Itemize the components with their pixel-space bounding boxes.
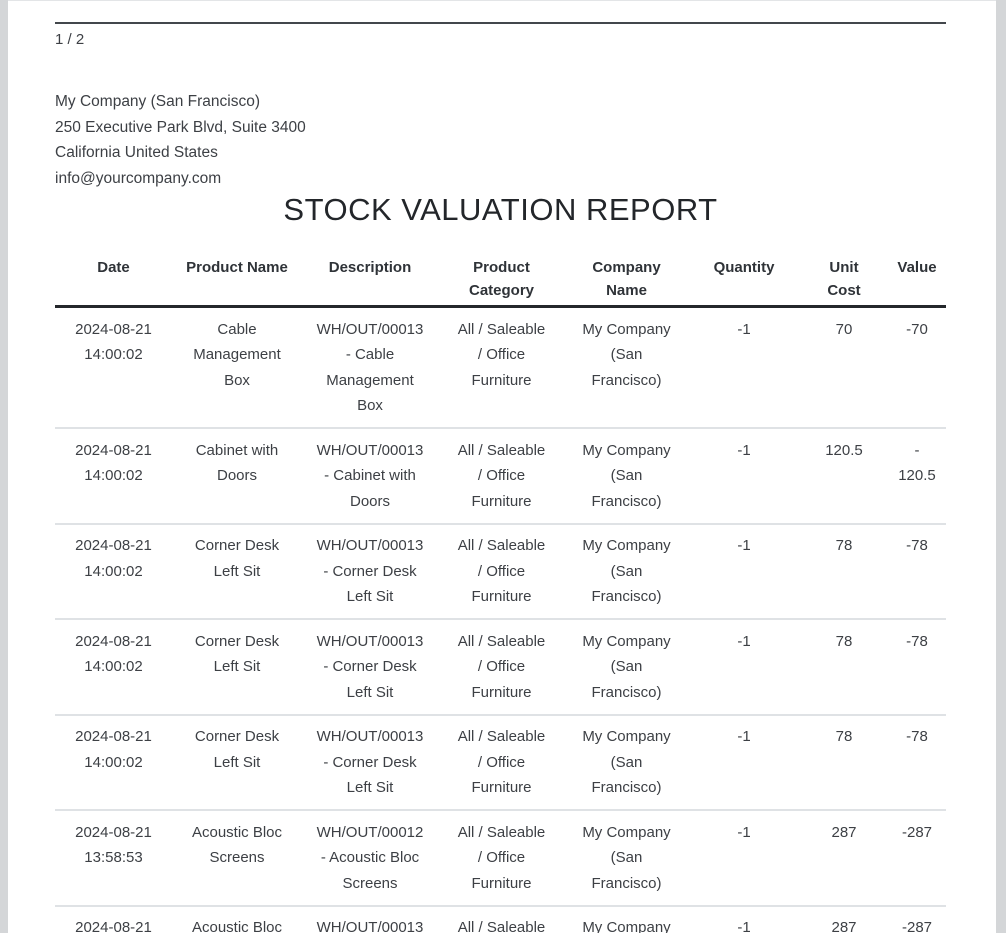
cell-date: 2024-08-21 14:00:02 bbox=[55, 714, 172, 811]
company-name: My Company (San Francisco) bbox=[55, 93, 261, 110]
table-row: 2024-08-21 14:00:02 Corner Desk Left Sit W… bbox=[55, 523, 946, 620]
cell-quantity: -1 bbox=[688, 428, 800, 525]
column-header-company-name: Company Name bbox=[565, 254, 688, 308]
cell-quantity: -1 bbox=[688, 905, 800, 933]
cell-product-category: All / Saleable / Office Furniture bbox=[438, 428, 565, 525]
cell-product-name: Cable Management Box bbox=[172, 306, 302, 429]
cell-description: WH/OUT/00013 - Corner Desk Left Sit bbox=[302, 714, 438, 811]
cell-unit-cost: 78 bbox=[800, 523, 888, 620]
cell-product-name: Corner Desk Left Sit bbox=[172, 523, 302, 620]
column-header-description: Description bbox=[302, 254, 438, 308]
company-email: info@yourcompany.com bbox=[55, 169, 222, 187]
cell-unit-cost: 287 bbox=[800, 810, 888, 907]
cell-company-name: My Company (San Francisco) bbox=[565, 428, 688, 525]
cell-date: 2024-08-21 14:00:02 bbox=[55, 428, 172, 525]
report-content: 1 / 2 My Company (San Francisco) 250 Exe… bbox=[55, 1, 946, 933]
table-body: 2024-08-21 14:00:02 Cable Management Box W… bbox=[55, 306, 946, 933]
stock-valuation-table: Date Product Name Description Product Ca… bbox=[55, 254, 946, 933]
cell-unit-cost: 78 bbox=[800, 714, 888, 811]
cell-product-name: Corner Desk Left Sit bbox=[172, 619, 302, 716]
cell-product-category: All / Saleable / Office Furniture bbox=[438, 619, 565, 716]
cell-unit-cost: 70 bbox=[800, 306, 888, 429]
cell-description: WH/OUT/00013 - Cabinet with Doors bbox=[302, 428, 438, 525]
cell-unit-cost: 78 bbox=[800, 619, 888, 716]
cell-value: -78 bbox=[888, 619, 946, 716]
cell-description: WH/OUT/00012 - Acoustic Bloc Screens bbox=[302, 810, 438, 907]
cell-description: WH/OUT/00013 bbox=[302, 905, 438, 933]
cell-unit-cost: 120.5 bbox=[800, 428, 888, 525]
cell-product-category: All / Saleable bbox=[438, 905, 565, 933]
cell-description: WH/OUT/00013 - Corner Desk Left Sit bbox=[302, 523, 438, 620]
cell-quantity: -1 bbox=[688, 810, 800, 907]
cell-value: -78 bbox=[888, 714, 946, 811]
column-header-date: Date bbox=[55, 254, 172, 308]
report-title: STOCK VALUATION REPORT bbox=[283, 192, 718, 227]
cell-date: 2024-08-21 14:00:02 bbox=[55, 619, 172, 716]
column-header-quantity: Quantity bbox=[688, 254, 800, 308]
column-header-product-category: Product Category bbox=[438, 254, 565, 308]
cell-product-name: Cabinet with Doors bbox=[172, 428, 302, 525]
page-number-indicator: 1 / 2 bbox=[55, 31, 85, 48]
cell-company-name: My Company (San Francisco) bbox=[565, 306, 688, 429]
cell-quantity: -1 bbox=[688, 523, 800, 620]
cell-value: - 120.5 bbox=[888, 428, 946, 525]
cell-description: WH/OUT/00013 - Cable Management Box bbox=[302, 306, 438, 429]
column-header-product-name: Product Name bbox=[172, 254, 302, 308]
column-header-unit-cost: Unit Cost bbox=[800, 254, 888, 308]
cell-value: -70 bbox=[888, 306, 946, 429]
table-row: 2024-08-21 13:58:53 Acoustic Bloc Screens… bbox=[55, 810, 946, 907]
table-row: 2024-08-21 Acoustic Bloc WH/OUT/00013 All /… bbox=[55, 905, 946, 933]
header-divider-line bbox=[55, 22, 946, 24]
cell-date: 2024-08-21 13:58:53 bbox=[55, 810, 172, 907]
cell-date: 2024-08-21 bbox=[55, 905, 172, 933]
company-street: 250 Executive Park Blvd, Suite 3400 bbox=[55, 118, 306, 136]
company-address-block: My Company (San Francisco) 250 Executive… bbox=[55, 89, 946, 191]
cell-date: 2024-08-21 14:00:02 bbox=[55, 523, 172, 620]
table-row: 2024-08-21 14:00:02 Cable Management Box W… bbox=[55, 306, 946, 429]
cell-company-name: My Company (San Francisco) bbox=[565, 523, 688, 620]
cell-product-name: Corner Desk Left Sit bbox=[172, 714, 302, 811]
table-header-row: Date Product Name Description Product Ca… bbox=[55, 254, 946, 308]
report-page: 1 / 2 My Company (San Francisco) 250 Exe… bbox=[8, 0, 996, 933]
cell-value: -287 bbox=[888, 810, 946, 907]
cell-company-name: My Company bbox=[565, 905, 688, 933]
cell-description: WH/OUT/00013 - Corner Desk Left Sit bbox=[302, 619, 438, 716]
cell-product-category: All / Saleable / Office Furniture bbox=[438, 306, 565, 429]
cell-company-name: My Company (San Francisco) bbox=[565, 810, 688, 907]
table-row: 2024-08-21 14:00:02 Corner Desk Left Sit W… bbox=[55, 714, 946, 811]
cell-product-category: All / Saleable / Office Furniture bbox=[438, 714, 565, 811]
cell-product-category: All / Saleable / Office Furniture bbox=[438, 810, 565, 907]
cell-company-name: My Company (San Francisco) bbox=[565, 714, 688, 811]
cell-product-name: Acoustic Bloc Screens bbox=[172, 810, 302, 907]
cell-value: -287 bbox=[888, 905, 946, 933]
table-row: 2024-08-21 14:00:02 Cabinet with Doors WH/… bbox=[55, 428, 946, 525]
company-region: California United States bbox=[55, 144, 218, 161]
cell-unit-cost: 287 bbox=[800, 905, 888, 933]
column-header-value: Value bbox=[888, 254, 946, 308]
table-row: 2024-08-21 14:00:02 Corner Desk Left Sit W… bbox=[55, 619, 946, 716]
cell-date: 2024-08-21 14:00:02 bbox=[55, 306, 172, 429]
cell-quantity: -1 bbox=[688, 619, 800, 716]
cell-product-category: All / Saleable / Office Furniture bbox=[438, 523, 565, 620]
cell-quantity: -1 bbox=[688, 306, 800, 429]
cell-product-name: Acoustic Bloc bbox=[172, 905, 302, 933]
cell-company-name: My Company (San Francisco) bbox=[565, 619, 688, 716]
cell-quantity: -1 bbox=[688, 714, 800, 811]
cell-value: -78 bbox=[888, 523, 946, 620]
